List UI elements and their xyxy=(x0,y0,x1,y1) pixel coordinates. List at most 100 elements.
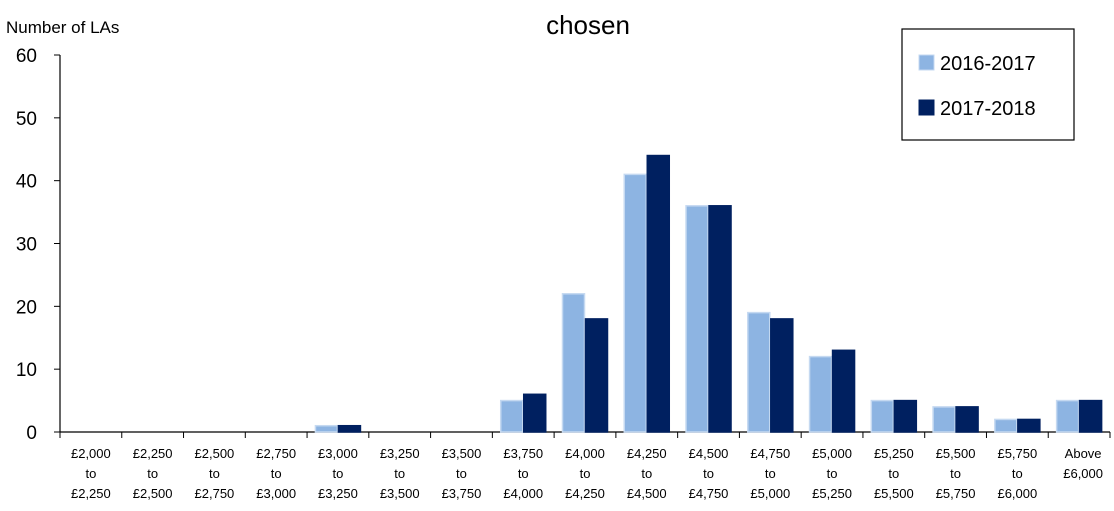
x-tick-label-line: £2,500 xyxy=(133,486,173,501)
x-tick-label-line: to xyxy=(580,466,591,481)
legend-label: 2017-2018 xyxy=(940,98,1036,120)
x-tick-label-line: £4,750 xyxy=(750,446,790,461)
x-tick-label-line: to xyxy=(209,466,220,481)
x-tick-label: £2,500 to £2,750 xyxy=(195,446,235,501)
x-tick-label-line: £5,250 xyxy=(874,446,914,461)
y-tick-label: 60 xyxy=(16,46,37,67)
x-tick-label-line: to xyxy=(271,466,282,481)
x-tick-label-line: to xyxy=(765,466,776,481)
x-tick-label: £3,000 to £3,250 xyxy=(318,446,358,501)
x-tick-label-line: £4,750 xyxy=(689,486,729,501)
x-tick-label-line: £2,250 xyxy=(71,486,111,501)
bar-2017-2018 xyxy=(708,205,732,433)
x-tick-label: £3,250 to £3,500 xyxy=(380,446,420,501)
x-tick-label-line: £3,000 xyxy=(256,486,296,501)
bar-2017-2018 xyxy=(584,318,609,433)
bar-2017-2018 xyxy=(1078,399,1103,433)
bar-2016-2017 xyxy=(747,311,771,433)
x-tick-label-line: to xyxy=(456,466,467,481)
bar-2017-2018 xyxy=(893,399,918,433)
x-tick-label-line: £5,500 xyxy=(874,486,914,501)
legend-swatch-2017-2018 xyxy=(918,99,935,116)
x-tick-label-line: £5,000 xyxy=(750,486,790,501)
bar-2016-2017 xyxy=(685,205,709,433)
x-tick-label-line: to xyxy=(641,466,652,481)
x-tick-label-line: £2,500 xyxy=(195,446,235,461)
x-tick-label-line: £4,000 xyxy=(503,486,543,501)
y-tick-label: 40 xyxy=(16,172,37,193)
x-tick-label-line: £3,500 xyxy=(442,446,482,461)
y-tick-label: 0 xyxy=(26,423,37,444)
bar-2016-2017 xyxy=(932,406,956,433)
x-tick-label: £2,250 to £2,500 xyxy=(133,446,173,501)
x-tick-label: £5,000 to £5,250 xyxy=(812,446,852,501)
x-tick-label-line: £4,250 xyxy=(565,486,605,501)
x-tick-label-line: £3,500 xyxy=(380,486,420,501)
x-tick-label-line: £2,750 xyxy=(256,446,296,461)
x-tick-label-line: Above xyxy=(1065,446,1102,461)
x-tick-label-line: £5,250 xyxy=(812,486,852,501)
bar-2016-2017 xyxy=(623,173,648,433)
x-tick-label-line: £5,750 xyxy=(936,486,976,501)
y-tick-label: 20 xyxy=(16,297,37,318)
bar-2017-2018 xyxy=(337,424,362,433)
x-tick-label: £4,250 to £4,500 xyxy=(627,446,667,501)
bar-2016-2017 xyxy=(870,399,895,433)
bars xyxy=(314,154,1103,433)
x-tick-label-line: £4,500 xyxy=(689,446,729,461)
bar-2016-2017 xyxy=(561,293,586,433)
bar-2016-2017 xyxy=(994,418,1018,433)
x-tick-label-line: to xyxy=(888,466,899,481)
x-tick-label-line: £2,250 xyxy=(133,446,173,461)
x-tick-label-line: £4,500 xyxy=(627,486,667,501)
legend-box xyxy=(901,28,1075,141)
x-tick-label-line: to xyxy=(1012,466,1023,481)
x-tick-label: Above £6,000 xyxy=(1063,446,1103,481)
x-tick-label-line: to xyxy=(518,466,529,481)
x-tick-label: £2,000 to £2,250 xyxy=(71,446,111,501)
y-axis-label: Number of LAs xyxy=(6,18,119,37)
x-tick-label: £5,500 to £5,750 xyxy=(936,446,976,501)
x-tick-label: £4,750 to £5,000 xyxy=(750,446,790,501)
x-tick-label: £5,250 to £5,500 xyxy=(874,446,914,501)
x-tick-label-line: £4,250 xyxy=(627,446,667,461)
x-tick-label-line: to xyxy=(950,466,961,481)
y-axis: 0 10 20 30 40 50 60 xyxy=(16,46,61,444)
legend-swatch-2016-2017 xyxy=(918,54,935,71)
bar-2016-2017 xyxy=(808,355,833,433)
y-tick-label: 30 xyxy=(16,235,37,256)
x-tick-label: £4,500 to £4,750 xyxy=(689,446,729,501)
x-tick-label-line: to xyxy=(333,466,344,481)
chart-title: chosen xyxy=(546,10,630,40)
x-tick-label-line: £3,750 xyxy=(442,486,482,501)
legend-label: 2016-2017 xyxy=(940,53,1036,75)
x-tick-label-line: £3,250 xyxy=(380,446,420,461)
x-tick-label-line: £5,750 xyxy=(997,446,1037,461)
x-tick-label-line: £6,000 xyxy=(997,486,1037,501)
x-tick-label-line: to xyxy=(703,466,714,481)
bar-2017-2018 xyxy=(1017,418,1041,433)
x-tick-label-line: £3,000 xyxy=(318,446,358,461)
x-tick-label: £3,500 to £3,750 xyxy=(442,446,482,501)
legend: 2016-2017 2017-2018 xyxy=(901,28,1075,141)
bar-2017-2018 xyxy=(831,349,856,433)
bar-2017-2018 xyxy=(646,154,671,433)
x-tick-label-line: £6,000 xyxy=(1063,466,1103,481)
x-tick-label-line: to xyxy=(147,466,158,481)
bar-2017-2018 xyxy=(522,393,547,433)
x-tick-label-line: £2,000 xyxy=(71,446,111,461)
bar-2017-2018 xyxy=(770,318,794,433)
x-tick-label-line: £5,000 xyxy=(812,446,852,461)
bar-2016-2017 xyxy=(314,424,339,433)
bar-2016-2017 xyxy=(499,399,524,433)
x-tick-label-line: £3,750 xyxy=(503,446,543,461)
x-tick-label-line: to xyxy=(827,466,838,481)
x-tick-label: £3,750 to £4,000 xyxy=(503,446,543,501)
x-tick-label-line: £5,500 xyxy=(936,446,976,461)
x-axis: £2,000 to £2,250£2,250 to £2,500£2,500 to £2,7… xyxy=(59,431,1111,501)
bar-2017-2018 xyxy=(955,406,979,433)
y-tick-label: 10 xyxy=(16,360,37,381)
y-tick-label: 50 xyxy=(16,109,37,130)
x-tick-label: £5,750 to £6,000 xyxy=(997,446,1037,501)
